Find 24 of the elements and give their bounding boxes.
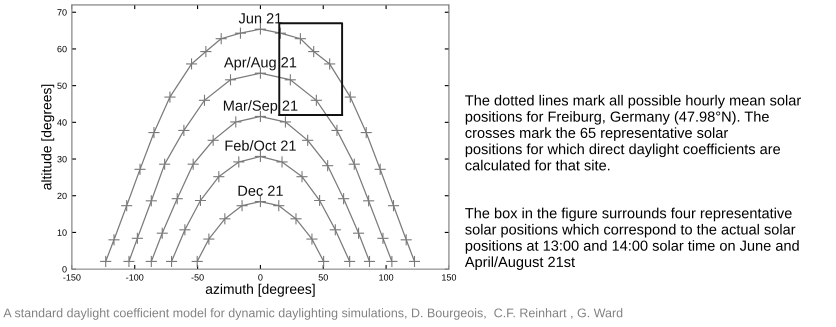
x-tick-label: 50 xyxy=(318,274,328,281)
series-label: Apr/Aug 21 xyxy=(224,56,296,70)
series-label: Dec 21 xyxy=(238,186,283,196)
x-axis-title: azimuth [degrees] xyxy=(206,284,315,297)
y-tick-label: 50 xyxy=(57,82,67,89)
y-tick-label: 30 xyxy=(57,156,67,162)
x-tick-label: -50 xyxy=(191,274,204,281)
text: The box in the figure surrounds four representative solar positions which correspond to the actual solar positions at 13:00 and 14:00 solar time on June and April/August 21st xyxy=(464,208,799,270)
y-tick-label: 40 xyxy=(57,119,67,126)
x-tick-label: -100 xyxy=(126,274,144,281)
text: The dotted lines mark all possible hourly mean solar positions for Freiburg, Germany (47.98°N). The crosses mark the 65 representative solar positions for which direct daylight coefficients are calculated for that site. xyxy=(465,94,801,170)
y-tick-label: 10 xyxy=(58,229,67,236)
y-tick-label: 20 xyxy=(57,192,67,200)
y-tick-label: 70 xyxy=(57,9,67,16)
y-tick-label: 60 xyxy=(57,46,67,52)
y-axis-title: altitude [degrees] xyxy=(41,84,54,190)
x-tick-label: -150 xyxy=(63,274,81,281)
x-tick-label: 100 xyxy=(379,274,394,281)
y-tick-label: 0 xyxy=(62,266,67,272)
text: A standard daylight coefficient model for dynamic daylighting simulations, D. Bourgeois, C.F. Reinhart , G. Ward xyxy=(3,308,622,320)
x-tick-label: 150 xyxy=(442,274,456,281)
series-label: Mar/Sep 21 xyxy=(224,100,298,114)
x-tick-label: 0 xyxy=(258,274,263,281)
series-label: Feb/Oct 21 xyxy=(226,140,296,151)
